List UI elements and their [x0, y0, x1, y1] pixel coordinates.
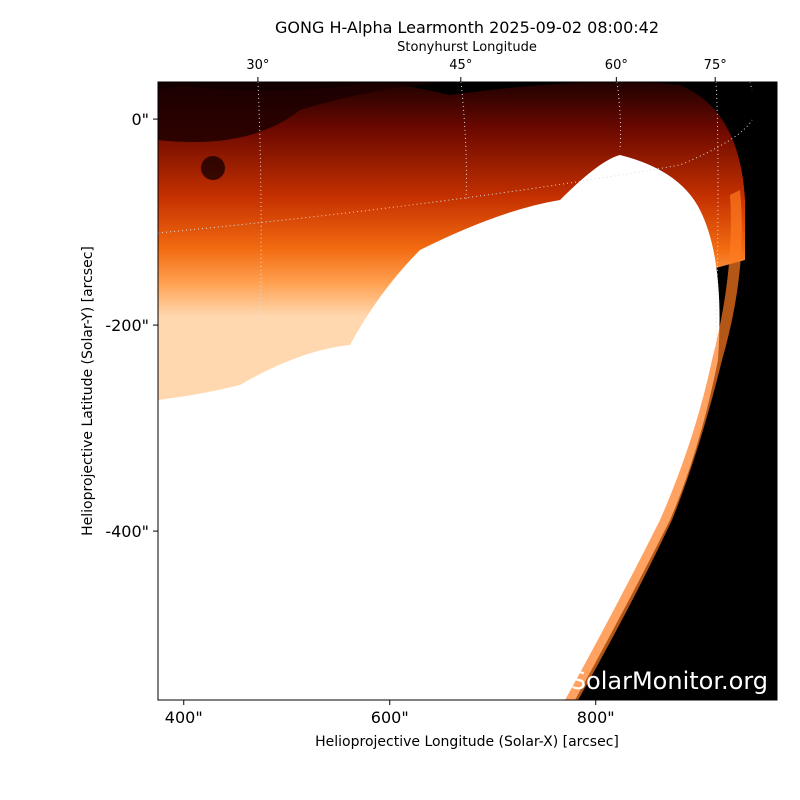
y-tick-label: -400": [105, 522, 149, 541]
x2-axis-label: Stonyhurst Longitude: [397, 40, 537, 55]
chart-title: GONG H-Alpha Learmonth 2025-09-02 08:00:…: [275, 18, 659, 37]
y-axis-label: Helioprojective Latitude (Solar-Y) [arcs…: [80, 246, 96, 536]
x-tick-label: 800": [577, 708, 615, 727]
x-tick-label: 400": [165, 708, 203, 727]
x2-tick-label: 75°: [704, 58, 727, 73]
watermark: SolarMonitor.org: [571, 667, 768, 695]
plot-frame: [157, 81, 778, 701]
x-tick-label: 600": [371, 708, 409, 727]
x2-tick-label: 60°: [605, 58, 628, 73]
y-tick-label: -200": [105, 316, 149, 335]
solar-image: [158, 82, 777, 700]
y-tick-label: 0": [131, 110, 149, 129]
x2-tick-label: 30°: [246, 58, 269, 73]
x2-tick-label: 45°: [449, 58, 472, 73]
x-axis-label: Helioprojective Longitude (Solar-X) [arc…: [315, 734, 619, 750]
